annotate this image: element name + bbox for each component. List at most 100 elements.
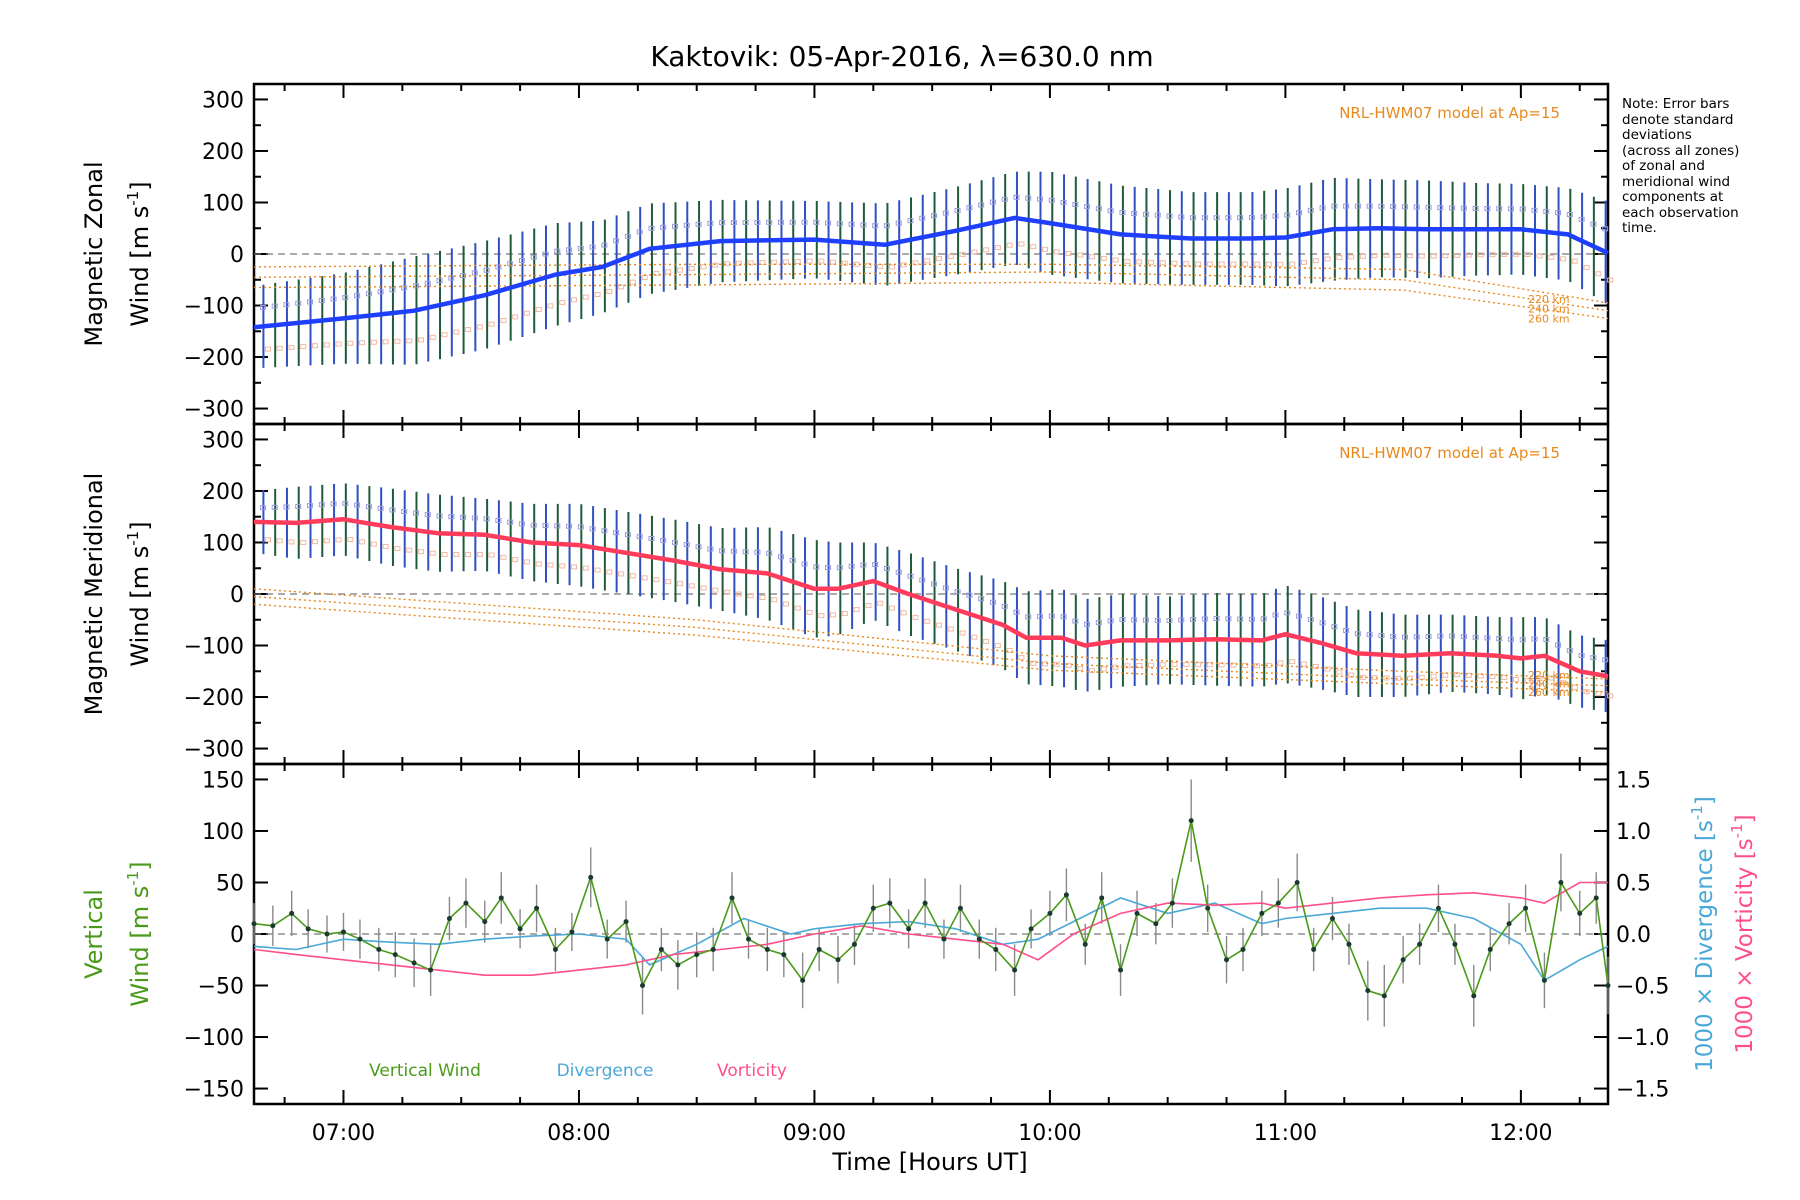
zone-marker xyxy=(994,245,1001,251)
zone-marker xyxy=(836,565,843,571)
zone-marker xyxy=(683,222,690,228)
zone-marker xyxy=(1142,617,1149,623)
zone-marker xyxy=(335,341,342,347)
zone-marker xyxy=(688,583,695,589)
vertical-wind-point xyxy=(941,936,947,942)
zone-marker xyxy=(1465,252,1472,258)
zone-marker xyxy=(1343,627,1350,633)
note-line: denote standard xyxy=(1622,111,1734,128)
model-label: NRL-HWM07 model at Ap=15 xyxy=(1339,444,1560,462)
zone-marker xyxy=(342,295,349,301)
vertical-wind-point xyxy=(463,900,469,906)
zone-marker xyxy=(1136,662,1143,668)
zone-marker xyxy=(919,577,926,583)
x-tick-label: 11:00 xyxy=(1254,1121,1317,1146)
zone-marker xyxy=(947,254,954,260)
zone-marker xyxy=(448,514,455,520)
vorticity-line xyxy=(253,881,1608,977)
zone-marker xyxy=(483,516,490,522)
zone-marker xyxy=(653,270,660,276)
zone-marker xyxy=(900,610,907,616)
y-tick-label: −300 xyxy=(184,398,244,423)
zone-marker xyxy=(424,512,431,518)
y-axis-label: Magnetic Zonal xyxy=(80,161,108,346)
zone-marker xyxy=(1183,261,1190,267)
zone-marker xyxy=(1354,203,1361,209)
vertical-wind-point xyxy=(446,916,452,922)
zone-marker xyxy=(924,258,931,264)
zone-marker xyxy=(347,340,354,346)
zone-marker xyxy=(613,530,620,536)
zone-marker xyxy=(542,251,549,257)
legend-entry: Vertical Wind xyxy=(369,1061,481,1081)
error-bar-note: Note: Error bars denote standard deviation… xyxy=(1622,96,1792,237)
zone-marker xyxy=(813,564,820,570)
vertical-wind-point xyxy=(870,905,876,911)
vertical-wind-point xyxy=(675,962,681,968)
zone-marker xyxy=(1001,196,1008,202)
zone-marker xyxy=(782,601,789,607)
zone-marker xyxy=(323,342,330,348)
zone-marker xyxy=(841,611,848,617)
zone-marker xyxy=(1284,610,1291,616)
zone-marker xyxy=(1371,253,1378,259)
zone-marker xyxy=(959,630,966,636)
zone-marker xyxy=(601,528,608,534)
zone-marker xyxy=(648,535,655,541)
zone-marker xyxy=(283,302,290,308)
y-tick-label: −100 xyxy=(184,635,244,660)
zone-marker xyxy=(530,254,537,260)
zone-marker xyxy=(1277,261,1284,267)
zone-marker xyxy=(365,504,372,510)
vertical-wind-point xyxy=(1169,900,1175,906)
zone-marker xyxy=(1018,241,1025,247)
zone-marker xyxy=(825,565,832,571)
zone-marker xyxy=(618,571,625,577)
zone-marker xyxy=(1319,205,1326,211)
zone-marker xyxy=(1519,637,1526,643)
model-line xyxy=(253,588,1609,680)
zone-marker xyxy=(618,284,625,290)
zone-marker xyxy=(883,565,890,571)
zone-marker xyxy=(1195,261,1202,267)
zone-marker xyxy=(936,622,943,628)
vertical-wind-point xyxy=(569,929,575,935)
zone-marker xyxy=(707,220,714,226)
zone-marker xyxy=(782,259,789,265)
zone-marker xyxy=(1147,259,1154,265)
vertical-wind-point xyxy=(1523,905,1529,911)
vertical-wind-point xyxy=(604,936,610,942)
zone-marker xyxy=(942,210,949,216)
vertical-wind-point xyxy=(710,946,716,952)
vertical-wind-point xyxy=(1099,895,1105,901)
zone-marker xyxy=(1324,666,1331,672)
zone-marker xyxy=(594,567,601,573)
zone-marker xyxy=(335,537,342,543)
zone-marker xyxy=(1131,617,1138,623)
model-line xyxy=(253,271,1609,312)
zone-marker xyxy=(523,310,530,316)
zone-marker xyxy=(1512,676,1519,682)
vertical-wind-point xyxy=(906,926,912,932)
vertical-wind-point xyxy=(1012,967,1018,973)
zone-marker xyxy=(547,303,554,309)
zone-marker xyxy=(1418,674,1425,680)
zone-marker xyxy=(1590,221,1597,227)
zone-marker xyxy=(931,213,938,219)
zone-marker xyxy=(1477,673,1484,679)
zone-marker xyxy=(1272,213,1279,219)
zone-marker xyxy=(888,264,895,270)
zone-marker xyxy=(271,504,278,510)
zone-marker xyxy=(448,275,455,281)
zone-marker xyxy=(777,219,784,225)
y-tick-label: −100 xyxy=(184,295,244,320)
zone-marker xyxy=(1401,204,1408,210)
zone-marker xyxy=(1107,618,1114,624)
zone-marker xyxy=(1072,201,1079,207)
zone-marker xyxy=(1178,214,1185,220)
zone-marker xyxy=(1065,662,1072,668)
zone-marker xyxy=(577,524,584,530)
zone-marker xyxy=(1418,253,1425,259)
y-tick-label: −300 xyxy=(184,738,244,763)
zone-marker xyxy=(1336,669,1343,675)
